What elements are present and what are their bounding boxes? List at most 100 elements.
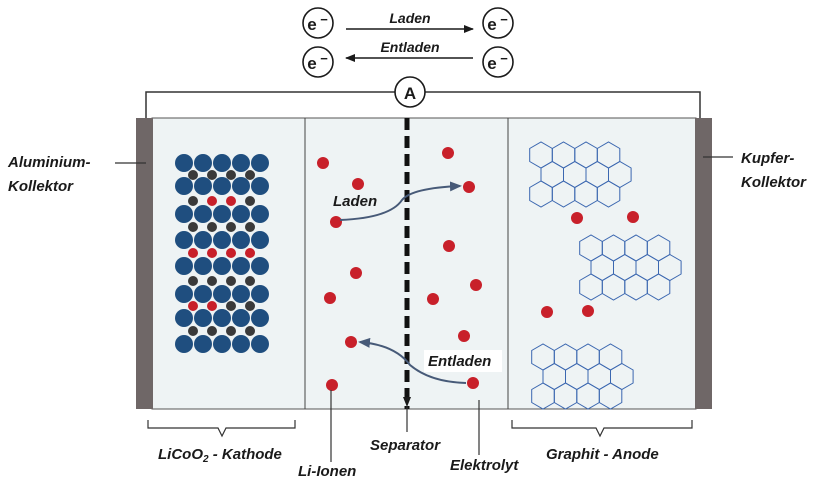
lithium-ion xyxy=(541,306,553,318)
discharge-label: Entladen xyxy=(380,39,439,55)
kupfer-label-1: Kupfer- xyxy=(741,150,794,167)
oxygen-atom xyxy=(188,326,198,336)
lithium-ion xyxy=(427,293,439,305)
cobalt-atom xyxy=(194,285,212,303)
elektrolyt-label: Elektrolyt xyxy=(450,457,519,474)
electron-symbol: e xyxy=(307,54,316,73)
copper-collector xyxy=(695,118,712,409)
cobalt-atom xyxy=(232,177,250,195)
lithium-ion xyxy=(463,181,475,193)
oxygen-atom xyxy=(207,222,217,232)
oxygen-atom xyxy=(207,170,217,180)
lithium-atom xyxy=(188,301,198,311)
oxygen-atom xyxy=(226,222,236,232)
lithium-atom xyxy=(226,248,236,258)
cobalt-atom xyxy=(213,154,231,172)
cobalt-atom xyxy=(213,285,231,303)
oxygen-atom xyxy=(188,170,198,180)
cobalt-atom xyxy=(194,177,212,195)
cobalt-atom xyxy=(194,257,212,275)
electron-symbol: e xyxy=(487,54,496,73)
lithium-ion xyxy=(470,279,482,291)
graphite-hexagon xyxy=(596,180,621,208)
entladen-label-background xyxy=(424,350,502,372)
oxygen-atom xyxy=(245,170,255,180)
entladen-curved-arrow xyxy=(358,337,467,384)
oxygen-atom xyxy=(245,301,255,311)
electron-charge: − xyxy=(500,51,508,66)
oxygen-atom xyxy=(245,276,255,286)
oxygen-atom xyxy=(188,222,198,232)
cathode-lattice xyxy=(175,154,269,353)
cobalt-atom xyxy=(213,309,231,327)
lithium-ion xyxy=(443,240,455,252)
cobalt-atom xyxy=(251,257,269,275)
cobalt-atom xyxy=(232,309,250,327)
lithium-ion xyxy=(442,147,454,159)
cobalt-atom xyxy=(232,285,250,303)
lithium-ion xyxy=(326,379,338,391)
cobalt-atom xyxy=(251,154,269,172)
aluminium-label-2: Kollektor xyxy=(8,178,74,195)
kathode-brace xyxy=(147,420,296,438)
lithium-ion xyxy=(345,336,357,348)
electron-symbol: e xyxy=(487,15,496,34)
cobalt-atom xyxy=(251,335,269,353)
cobalt-atom xyxy=(194,335,212,353)
graphite-hexagon xyxy=(598,382,623,410)
oxygen-atom xyxy=(207,326,217,336)
electron-flow: e − e − e − e − Laden Entladen xyxy=(302,7,514,78)
electron-charge: − xyxy=(500,12,508,27)
aluminium-collector xyxy=(136,118,153,409)
lithium-ion xyxy=(352,178,364,190)
laden-curved-arrow xyxy=(339,181,462,221)
lithium-atom xyxy=(245,248,255,258)
lithium-atom xyxy=(207,196,217,206)
oxygen-atom xyxy=(226,276,236,286)
cobalt-atom xyxy=(175,205,193,223)
graphite-layers xyxy=(529,141,682,410)
cobalt-atom xyxy=(251,309,269,327)
oxygen-atom xyxy=(245,222,255,232)
oxygen-atom xyxy=(245,196,255,206)
cobalt-atom xyxy=(213,231,231,249)
cobalt-atom xyxy=(232,205,250,223)
separator-label: Separator xyxy=(370,437,441,454)
lithium-ion xyxy=(350,267,362,279)
electron-charge: − xyxy=(320,12,328,27)
electron-circle-discharge-right xyxy=(482,46,514,78)
cobalt-atom xyxy=(194,231,212,249)
charge-label: Laden xyxy=(389,10,430,26)
lithium-atom xyxy=(207,301,217,311)
oxygen-atom xyxy=(207,276,217,286)
cobalt-atom xyxy=(175,335,193,353)
lithium-atom xyxy=(188,248,198,258)
ammeter xyxy=(394,76,426,108)
cobalt-atom xyxy=(232,231,250,249)
oxygen-atom xyxy=(188,196,198,206)
entladen-arrow-label: Entladen xyxy=(428,353,491,370)
cobalt-atom xyxy=(175,309,193,327)
cobalt-atom xyxy=(251,177,269,195)
ammeter-label: A xyxy=(404,84,416,103)
cobalt-atom xyxy=(175,285,193,303)
lithium-atom xyxy=(226,196,236,206)
cobalt-atom xyxy=(213,257,231,275)
cobalt-atom xyxy=(194,154,212,172)
cobalt-atom xyxy=(175,257,193,275)
cobalt-atom xyxy=(213,335,231,353)
cobalt-atom xyxy=(251,285,269,303)
lithium-ion xyxy=(330,216,342,228)
oxygen-atom xyxy=(245,326,255,336)
electron-circle-discharge-left xyxy=(302,46,334,78)
cobalt-atom xyxy=(232,335,250,353)
oxygen-atom xyxy=(226,301,236,311)
electron-charge: − xyxy=(320,51,328,66)
lithium-atom xyxy=(207,248,217,258)
kathode-label: LiCoO2 - Kathode xyxy=(158,446,282,465)
cobalt-atom xyxy=(175,154,193,172)
cobalt-atom xyxy=(194,205,212,223)
cobalt-atom xyxy=(175,231,193,249)
